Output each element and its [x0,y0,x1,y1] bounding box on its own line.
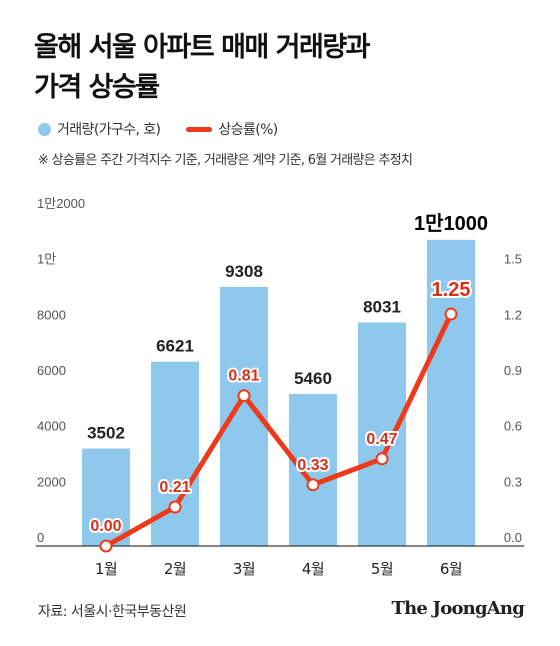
chart-note: ※ 상승률은 주간 가격지수 기준, 거래량은 계약 기준, 6월 거래량은 추… [38,153,413,168]
bar-value-label: 1만1000 [414,212,488,235]
x-tick-label: 5월 [371,560,393,578]
chart-title-line-1: 올해 서울 아파트 매매 거래량과 [34,32,371,63]
y-left-tick-label: 1만 [37,252,56,267]
x-tick-label: 2월 [164,560,186,578]
y-right-tick-label: 1.5 [504,252,522,267]
x-tick-label: 3월 [233,560,255,578]
y-right-tick-label: 0.3 [504,474,522,489]
rate-point [237,389,251,403]
rate-point [444,307,458,321]
x-tick-label: 6월 [440,560,462,578]
rate-line [103,311,454,549]
y-right-tick-label: 0.0 [504,530,522,545]
rate-value-label: 0.47 [366,431,397,448]
x-tick-label: 4월 [302,560,324,578]
legend-swatch-bar [38,122,51,136]
bar-value-label: 8031 [363,297,401,316]
bar [358,322,406,546]
y-left-tick-label: 6000 [37,363,66,378]
legend-item-volume: 거래량(가구수, 호) [38,119,161,139]
rate-point [168,500,182,514]
legend-label-volume: 거래량(가구수, 호) [57,122,161,138]
brand-logo: The JoongAng [391,598,525,619]
bar-value-label: 3502 [87,424,125,443]
bar-value-label: 9308 [225,262,263,281]
legend: 거래량(가구수, 호) 상승률(%) [38,119,304,139]
y-left-tick-label: 8000 [37,307,66,322]
y-left-tick-label: 1만2000 [37,196,85,211]
rate-value-label: 0.21 [159,479,190,496]
rate-point [306,478,320,492]
rate-value-label: 0.00 [90,518,121,535]
y-right-tick-label: 0.6 [504,419,522,434]
bar [82,448,130,546]
rate-value-label: 0.33 [297,457,328,474]
legend-item-rate: 상승률(%) [186,119,278,139]
rate-point [375,452,389,466]
chart-title: 올해 서울 아파트 매매 거래량과 가격 상승률 [34,28,514,108]
bar [289,394,337,546]
y-left-tick-label: 4000 [37,419,66,434]
bar [427,239,475,547]
rate-value-label: 1.25 [432,279,471,301]
bar-value-label: 6621 [156,337,194,356]
y-left-tick-label: 2000 [37,474,66,489]
y-right-tick-label: 0.9 [504,363,522,378]
y-right-tick-label: 1.2 [504,307,522,322]
bar-value-label: 5460 [294,369,332,388]
rate-value-label: 0.81 [228,368,259,385]
legend-label-rate: 상승률(%) [218,122,278,138]
rate-point [99,539,113,553]
source-text: 자료: 서울시·한국부동산원 [38,604,187,620]
legend-swatch-line [186,126,213,132]
y-left-tick-label: 0 [37,530,44,545]
chart-title-line-2: 가격 상승률 [34,72,160,103]
x-tick-label: 1월 [95,560,117,578]
